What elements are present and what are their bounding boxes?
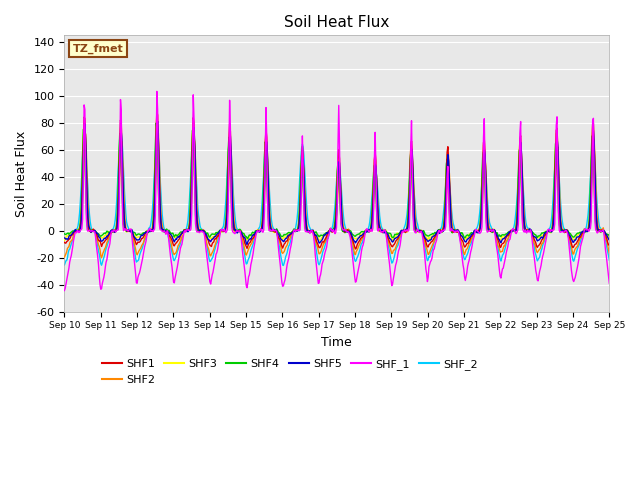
SHF_2 [420,241,428,247]
SHF5 [243,241,251,247]
SHF2 [127,228,135,234]
SHF4 [211,231,219,237]
SHF2 [61,254,68,260]
SHF5 [211,234,219,240]
SHF4 [404,201,412,207]
SHF4 [61,231,68,237]
X-axis label: Time: Time [321,336,352,349]
SHF_1 [153,88,161,94]
Line: SHF3: SHF3 [65,117,609,240]
SHF2 [420,238,428,244]
SHF3 [70,229,78,235]
SHF_1 [70,234,78,240]
SHF4 [244,236,252,241]
SHF_1 [61,288,68,293]
SHF_2 [116,128,124,133]
SHF_2 [404,193,412,199]
SHF_1 [605,280,613,286]
SHF5 [605,237,613,243]
SHF3 [61,238,68,243]
SHF_1 [182,227,190,233]
SHF4 [152,120,160,126]
SHF_1 [404,228,412,233]
SHF1 [182,228,190,234]
Title: Soil Heat Flux: Soil Heat Flux [284,15,390,30]
SHF3 [388,238,396,243]
SHF2 [70,230,78,236]
SHF3 [404,208,412,214]
SHF5 [404,218,412,224]
SHF5 [61,235,68,241]
SHF3 [605,237,613,242]
SHF3 [127,227,134,233]
SHF5 [182,227,190,233]
SHF4 [127,228,134,234]
SHF4 [605,233,613,239]
SHF1 [127,228,134,233]
SHF2 [212,240,220,245]
Line: SHF_2: SHF_2 [65,131,609,265]
SHF_2 [61,262,68,268]
SHF2 [404,221,412,227]
Line: SHF5: SHF5 [65,121,609,244]
SHF1 [605,242,613,248]
Legend: SHF1, SHF2, SHF3, SHF4, SHF5, SHF_1, SHF_2: SHF1, SHF2, SHF3, SHF4, SHF5, SHF_1, SHF… [97,355,482,389]
SHF3 [182,228,190,233]
SHF_2 [605,257,613,263]
Line: SHF_1: SHF_1 [65,91,609,290]
SHF_2 [280,263,287,268]
SHF_2 [211,245,219,251]
SHF4 [182,227,190,233]
SHF_1 [127,226,134,232]
Text: TZ_fmet: TZ_fmet [72,44,124,54]
SHF1 [404,213,412,219]
Line: SHF2: SHF2 [65,130,609,258]
SHF2 [154,127,161,132]
SHF2 [605,251,613,256]
SHF1 [211,236,219,241]
SHF1 [70,229,78,235]
SHF5 [127,229,134,235]
SHF1 [153,108,161,114]
SHF4 [420,229,428,235]
Y-axis label: Soil Heat Flux: Soil Heat Flux [15,131,28,216]
SHF1 [420,235,428,241]
SHF3 [153,114,161,120]
SHF_1 [211,256,219,262]
SHF5 [154,119,161,124]
SHF2 [183,227,191,233]
SHF1 [61,240,68,245]
SHF3 [211,231,219,237]
SHF2 [98,255,106,261]
SHF_2 [70,230,78,236]
SHF5 [420,234,428,240]
SHF1 [351,246,359,252]
SHF4 [70,229,78,235]
SHF3 [420,230,428,236]
SHF5 [70,228,78,234]
SHF_2 [182,225,190,231]
SHF_1 [420,242,428,248]
SHF_2 [127,228,135,233]
Line: SHF4: SHF4 [65,123,609,239]
Line: SHF1: SHF1 [65,111,609,249]
